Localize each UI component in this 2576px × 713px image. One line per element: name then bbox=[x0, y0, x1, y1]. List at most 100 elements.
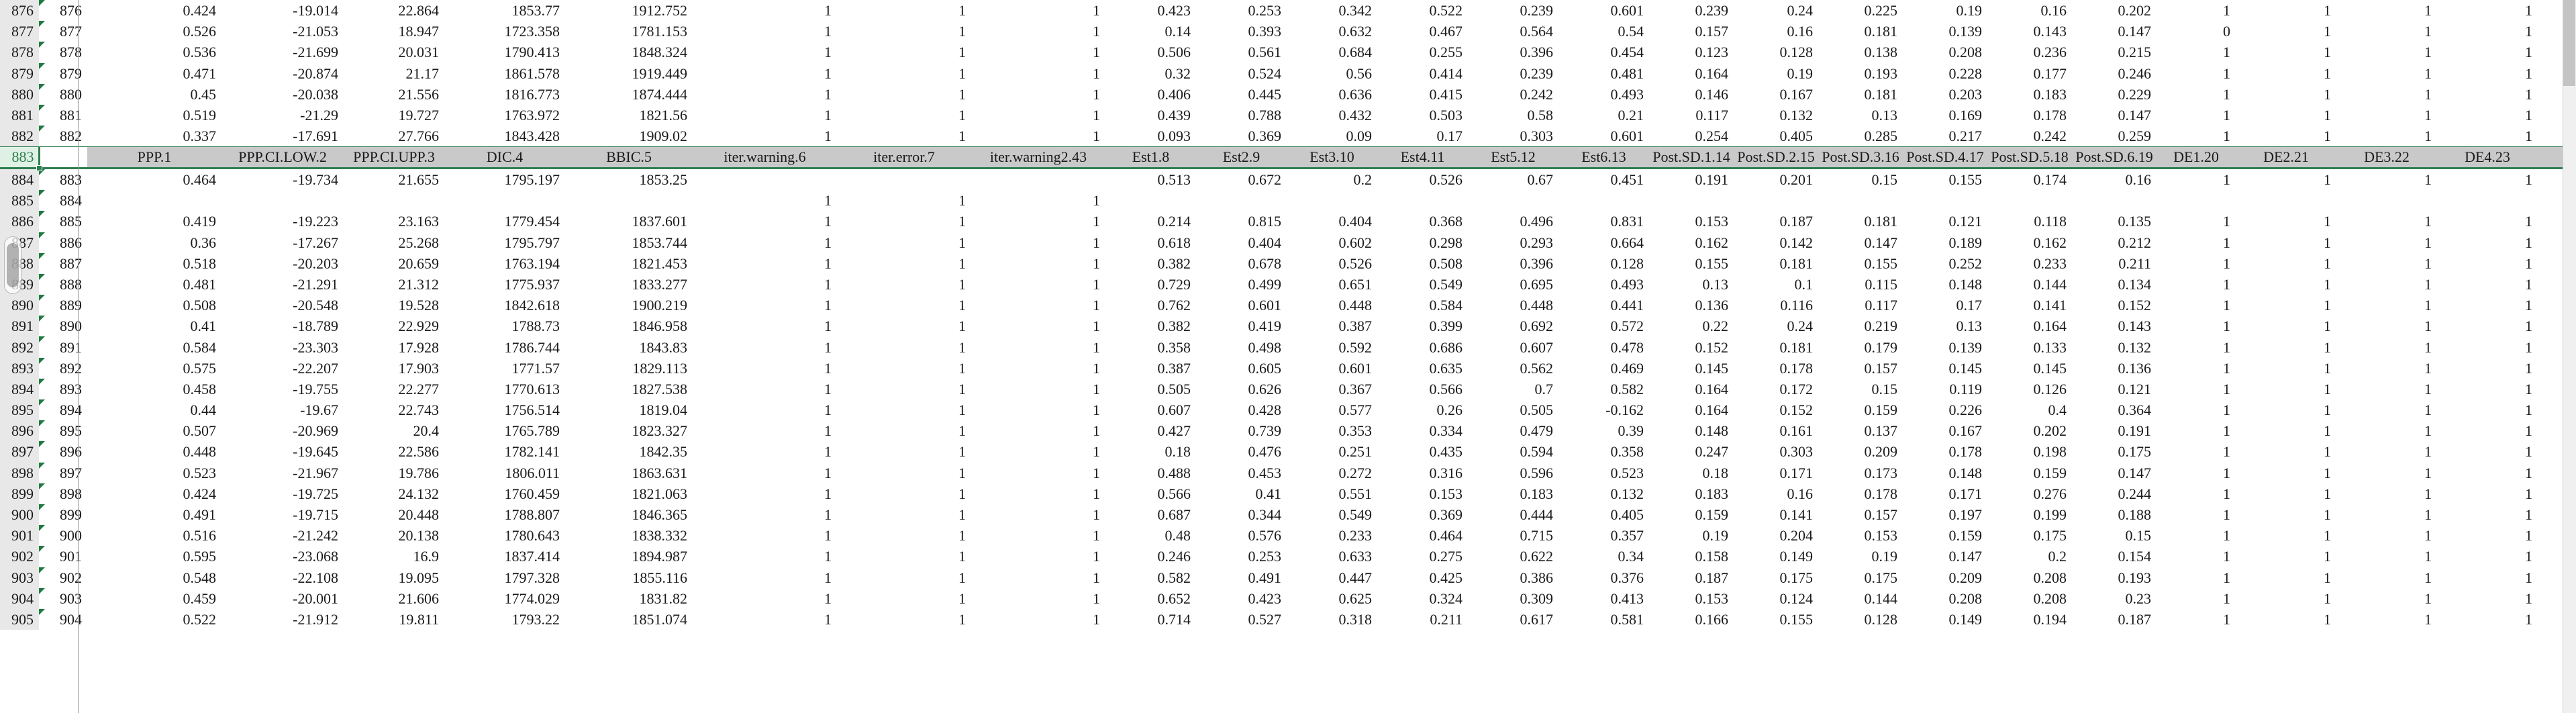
data-cell[interactable]: 0.177 bbox=[2033, 64, 2067, 82]
data-cell[interactable]: 0.382 bbox=[1157, 318, 1191, 335]
row-index-cell[interactable]: 876 bbox=[39, 0, 87, 21]
data-cell[interactable]: 1788.73 bbox=[511, 318, 560, 335]
data-cell[interactable]: 1 bbox=[824, 44, 832, 61]
data-cell[interactable]: 0.155 bbox=[1779, 610, 1814, 628]
data-cell[interactable]: 1771.57 bbox=[511, 359, 560, 377]
data-cell[interactable]: 0.155 bbox=[1864, 254, 1898, 272]
data-cell[interactable]: 0.405 bbox=[1610, 506, 1644, 524]
data-cell[interactable]: 1782.141 bbox=[504, 443, 560, 461]
data-cell[interactable]: 1 bbox=[824, 443, 832, 461]
table-row[interactable]: 902 901 0.595 -23.068 16.9 1837.414 1894.987 1 1… bbox=[0, 546, 2576, 567]
data-cell[interactable]: 1806.011 bbox=[505, 464, 560, 481]
data-cell[interactable]: 0.13 bbox=[1956, 318, 1983, 335]
data-cell[interactable]: 0.441 bbox=[1610, 297, 1644, 314]
data-cell[interactable]: 1 bbox=[2525, 2, 2532, 19]
data-cell[interactable]: 1 bbox=[2324, 297, 2331, 314]
data-cell[interactable]: 0.526 bbox=[1429, 171, 1463, 189]
data-cell[interactable]: 0.217 bbox=[1948, 128, 1983, 145]
data-cell[interactable]: 0.636 bbox=[1338, 85, 1373, 103]
selection-handle-icon[interactable] bbox=[36, 164, 42, 171]
row-index-cell[interactable]: 892 bbox=[39, 357, 87, 379]
row-index-cell[interactable]: 881 bbox=[39, 104, 87, 126]
data-cell[interactable]: 1 bbox=[1093, 359, 1100, 377]
data-cell[interactable]: 1 bbox=[958, 422, 966, 440]
data-cell[interactable]: 0.193 bbox=[2118, 569, 2152, 586]
data-cell[interactable]: 1 bbox=[2223, 610, 2230, 628]
data-cell[interactable]: 0.16 bbox=[2040, 2, 2067, 19]
data-cell[interactable]: 1 bbox=[2525, 107, 2532, 124]
row-index-cell[interactable]: 900 bbox=[39, 525, 87, 546]
data-cell[interactable]: 0.815 bbox=[1248, 213, 1282, 230]
data-cell[interactable]: 0.093 bbox=[1157, 128, 1191, 145]
data-cell[interactable]: 1 bbox=[824, 548, 832, 565]
data-cell[interactable]: 0.458 bbox=[183, 380, 217, 397]
data-cell[interactable]: 1831.82 bbox=[639, 589, 688, 607]
data-cell[interactable]: 0.476 bbox=[1248, 443, 1282, 461]
data-cell[interactable]: 0.181 bbox=[1864, 213, 1898, 230]
row-index-cell[interactable]: 885 bbox=[39, 211, 87, 232]
data-cell[interactable]: 1 bbox=[2525, 527, 2532, 544]
table-row[interactable]: 900 899 0.491 -19.715 20.448 1788.807 1846.365… bbox=[0, 504, 2576, 526]
row-index-cell[interactable]: 896 bbox=[39, 441, 87, 462]
data-cell[interactable]: 0.518 bbox=[183, 254, 217, 272]
data-cell[interactable]: 0.142 bbox=[1779, 234, 1814, 251]
row-number-cell[interactable]: 885 bbox=[0, 190, 39, 211]
data-cell[interactable]: 0.211 bbox=[2118, 254, 2151, 272]
data-cell[interactable]: 0.499 bbox=[1248, 275, 1282, 293]
data-cell[interactable]: 0.164 bbox=[1695, 401, 1729, 419]
data-cell[interactable]: 0.128 bbox=[1864, 610, 1898, 628]
data-cell[interactable]: 1 bbox=[958, 359, 966, 377]
data-cell[interactable]: 0.48 bbox=[1165, 527, 1191, 544]
data-cell[interactable]: 1 bbox=[1093, 2, 1100, 19]
data-cell[interactable]: 0.13 bbox=[1702, 275, 1729, 293]
data-cell[interactable]: 0 bbox=[2223, 23, 2230, 40]
data-cell[interactable]: 0.208 bbox=[2033, 569, 2067, 586]
data-cell[interactable]: 0.584 bbox=[1429, 297, 1463, 314]
row-index-cell[interactable]: 883 bbox=[39, 168, 87, 191]
data-cell[interactable] bbox=[2072, 190, 2157, 211]
data-cell[interactable]: 0.145 bbox=[1948, 359, 1983, 377]
data-cell[interactable]: 0.451 bbox=[1610, 171, 1644, 189]
data-cell[interactable]: 1819.04 bbox=[639, 401, 688, 419]
data-cell[interactable]: 0.664 bbox=[1610, 234, 1644, 251]
data-cell[interactable]: 1855.116 bbox=[632, 569, 687, 586]
data-cell[interactable]: 0.128 bbox=[1610, 254, 1644, 272]
data-cell[interactable]: 1 bbox=[1093, 254, 1100, 272]
data-cell[interactable]: 1 bbox=[1093, 401, 1100, 419]
data-cell[interactable]: 0.124 bbox=[1779, 589, 1814, 607]
data-cell[interactable]: 0.44 bbox=[190, 401, 217, 419]
data-cell[interactable]: -20.001 bbox=[293, 589, 338, 607]
data-cell[interactable]: 0.831 bbox=[1610, 213, 1644, 230]
data-cell[interactable]: 1 bbox=[958, 380, 966, 397]
data-cell[interactable]: 0.255 bbox=[1429, 44, 1463, 61]
data-cell[interactable]: 0.193 bbox=[1864, 64, 1898, 82]
data-cell[interactable]: 0.566 bbox=[1157, 485, 1191, 502]
data-cell[interactable] bbox=[2236, 190, 2336, 211]
data-cell[interactable]: 0.148 bbox=[1695, 422, 1729, 440]
data-cell[interactable]: 1 bbox=[2223, 128, 2230, 145]
column-header-cell[interactable]: Post.SD.6.19 bbox=[2072, 146, 2157, 170]
data-cell[interactable]: 0.582 bbox=[1610, 380, 1644, 397]
data-cell[interactable]: 1 bbox=[958, 401, 966, 419]
data-cell[interactable]: -19.67 bbox=[300, 401, 338, 419]
data-cell[interactable]: 1 bbox=[824, 297, 832, 314]
data-cell[interactable]: 0.575 bbox=[183, 359, 217, 377]
column-header-cell[interactable]: DE1.20 bbox=[2157, 146, 2236, 170]
data-cell[interactable]: 0.427 bbox=[1157, 422, 1191, 440]
data-cell[interactable]: 1 bbox=[824, 569, 832, 586]
data-cell[interactable]: 1723.358 bbox=[504, 23, 560, 40]
row-index-cell[interactable]: 893 bbox=[39, 378, 87, 399]
table-row[interactable]: 895 894 0.44 -19.67 22.743 1756.514 1819.04 1 1 1… bbox=[0, 399, 2576, 421]
data-cell[interactable]: 0.157 bbox=[1864, 506, 1898, 524]
data-cell[interactable]: 1 bbox=[2424, 23, 2432, 40]
data-cell[interactable] bbox=[1468, 190, 1558, 211]
data-cell[interactable]: 0.152 bbox=[1779, 401, 1814, 419]
data-cell[interactable]: 1846.365 bbox=[632, 506, 688, 524]
data-cell[interactable]: 0.318 bbox=[1338, 610, 1373, 628]
data-cell[interactable]: 1 bbox=[824, 213, 832, 230]
data-cell[interactable]: 0.246 bbox=[1157, 548, 1191, 565]
data-cell[interactable]: 0.229 bbox=[2118, 85, 2152, 103]
data-cell[interactable]: 1 bbox=[958, 569, 966, 586]
data-cell[interactable]: 0.21 bbox=[1618, 107, 1644, 124]
data-cell[interactable]: 0.117 bbox=[1695, 107, 1728, 124]
